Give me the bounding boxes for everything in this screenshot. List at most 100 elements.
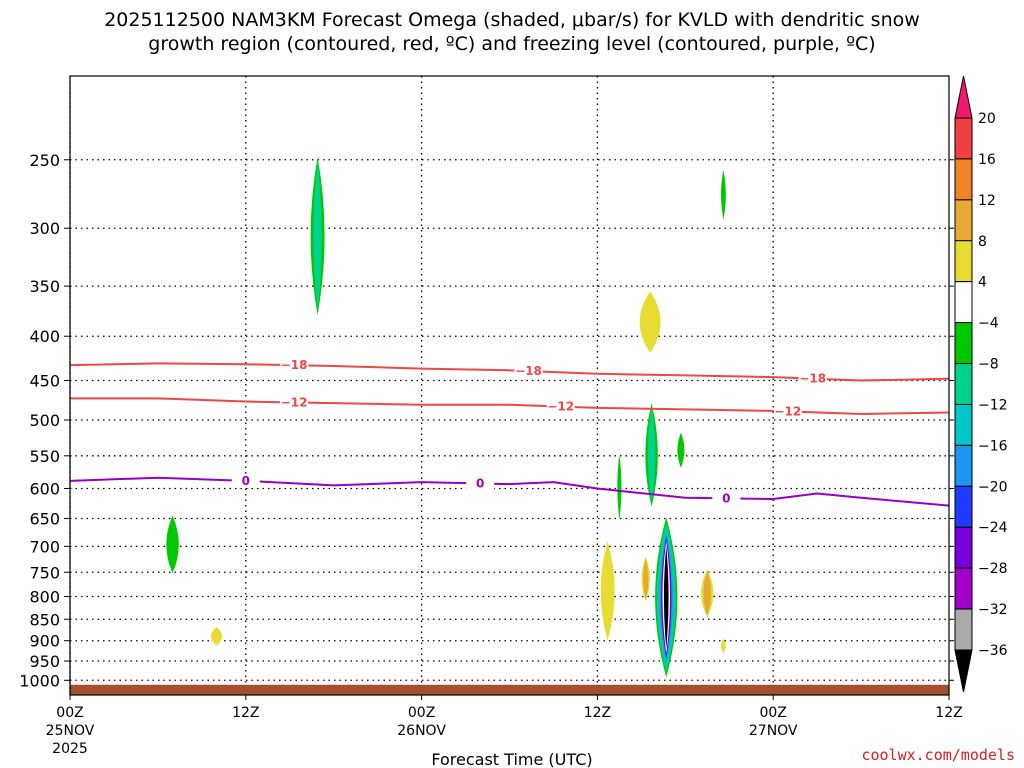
y-tick-label-400: 400 (29, 327, 60, 346)
plot-frame (69, 75, 950, 696)
y-axis-ticks: 250 300 350 400 450 500 550 600 650 700 750 800 850 9… (19, 151, 954, 690)
colorbar-label-0: 20 (978, 111, 996, 127)
x-tick-label-4-0: 00Z (759, 705, 786, 721)
colorbar-segment-12 (954, 608, 973, 651)
omega-low-level-descent-25nov (210, 627, 223, 646)
colorbar-label-6: −8 (978, 357, 999, 373)
y-tick-label-800: 800 (29, 587, 60, 606)
omega-strong-ascent-core (655, 517, 678, 678)
y-tick-label-450: 450 (29, 371, 60, 390)
colorbar-label-4: 4 (978, 275, 987, 291)
contour-label-1-2: −12 (774, 404, 801, 418)
contour-label-bg-0-2 (798, 371, 827, 386)
y-tick-label-900: 900 (29, 632, 60, 651)
colorbar-segment-5 (954, 322, 973, 365)
x-tick-label-3-0: 12Z (584, 705, 611, 721)
omega-shade-upper-level-ascent-27nov-0 (720, 170, 726, 220)
omega-low-level-descent-east (701, 569, 714, 618)
plot-area: −18 −18 −18 −12 −12 −12 0 0 0 (69, 75, 950, 696)
colorbar-segment-10 (954, 526, 973, 569)
omega-shade-mid-level-ascent-small-0 (617, 454, 622, 520)
contour-label-0-2: −18 (799, 372, 826, 386)
contour-label-0-1: −18 (515, 364, 542, 378)
y-tick-label-250: 250 (29, 151, 60, 170)
contour-label-1-1: −12 (547, 400, 574, 414)
contour-label-bg-2-0 (231, 473, 260, 488)
colorbar-label-7: −12 (978, 397, 1008, 413)
colorbar-label-2: 12 (978, 193, 996, 209)
x-tick-label-1-0: 12Z (232, 705, 259, 721)
contour-label-1-0: −12 (281, 395, 308, 409)
y-tick-label-350: 350 (29, 277, 60, 296)
y-tick-label-1000: 1000 (19, 671, 60, 690)
contour-label-0-0: −18 (281, 358, 308, 372)
contour-label-2-0: 0 (242, 474, 250, 488)
omega-shade-mid-level-ascent-26nov-1 (647, 406, 656, 504)
colorbar: 20 16 12 8 4 −4 −8 −12 −16 −20 −24 −28 −32 −36 (954, 75, 1008, 693)
colorbar-label-10: −24 (978, 520, 1008, 536)
chart-title-line2: growth region (contoured, red, ºC) and f… (148, 33, 875, 55)
colorbar-label-1: 16 (978, 152, 996, 168)
omega-low-level-descent-tiny (720, 638, 726, 654)
contour-label-2-1: 0 (476, 476, 484, 490)
colorbar-label-5: −4 (978, 316, 999, 332)
contour-label-bg-1-1 (546, 399, 575, 414)
x-tick-label-2-0: 00Z (408, 705, 435, 721)
ground-0 (70, 684, 949, 695)
omega-upper-level-descent-26nov (639, 291, 661, 353)
omega-mid-level-ascent-26nov (645, 403, 658, 507)
contour-label-2-2: 0 (722, 491, 730, 505)
omega-shade-upper-level-ascent-day1-1 (313, 161, 322, 311)
omega-shade-mid-level-ascent-east-0 (677, 432, 685, 468)
y-tick-label-700: 700 (29, 537, 60, 556)
colorbar-label-13: −36 (978, 643, 1008, 659)
omega-shade-low-level-descent-west-0 (600, 540, 615, 641)
contour-line-2 (69, 476, 950, 507)
y-tick-label-600: 600 (29, 479, 60, 498)
credit-text: coolwx.com/models (861, 746, 1015, 764)
x-tick-label-2-1: 26NOV (397, 723, 446, 739)
omega-shade-low-level-descent-core-west-1 (643, 558, 649, 600)
contour-label-bg-0-1 (514, 364, 543, 379)
omega-shade-low-level-descent-tiny-0 (720, 638, 726, 654)
omega-low-level-descent-core-west (641, 556, 650, 602)
contour-label-bg-0-0 (280, 358, 309, 373)
contour-label-bg-2-2 (712, 491, 741, 506)
contour-label-bg-1-0 (280, 395, 309, 410)
omega-mid-level-ascent-east (677, 432, 685, 468)
colorbar-label-8: −16 (978, 438, 1008, 454)
colorbar-label-11: −28 (978, 561, 1008, 577)
omega-shade-upper-level-descent-26nov-0 (639, 291, 661, 353)
contour-line-1 (70, 397, 950, 415)
omega-shade-strong-ascent-core-6 (663, 546, 669, 649)
chart-title-line1: 2025112500 NAM3KM Forecast Omega (shaded… (104, 9, 920, 31)
x-axis-label: Forecast Time (UTC) (431, 750, 592, 768)
colorbar-segment-4 (954, 281, 973, 324)
colorbar-segment-7 (954, 403, 973, 446)
colorbar-label-3: 8 (978, 234, 987, 250)
omega-mid-level-ascent-small (617, 454, 622, 520)
y-tick-label-300: 300 (29, 219, 60, 238)
colorbar-segment-2 (954, 199, 973, 242)
y-tick-label-750: 750 (29, 563, 60, 582)
y-tick-label-500: 500 (29, 411, 60, 430)
colorbar-segment-1 (954, 158, 973, 201)
colorbar-segment-11 (954, 567, 973, 610)
colorbar-label-12: −32 (978, 602, 1008, 618)
colorbar-segment-9 (954, 485, 973, 528)
colorbar-label-9: −20 (978, 479, 1008, 495)
colorbar-top-triangle (954, 75, 973, 119)
colorbar-segment-8 (954, 444, 973, 487)
x-tick-label-4-1: 27NOV (749, 723, 798, 739)
x-tick-label-0-0: 00Z (56, 705, 83, 721)
omega-shade-low-level-descent-east-1 (703, 571, 712, 616)
colorbar-segment-0 (954, 117, 973, 160)
omega-shade-low-level-ascent-25nov-0 (166, 515, 179, 574)
ground-1 (333, 686, 393, 695)
contour-label-bg-1-2 (773, 404, 802, 419)
contour-label-bg-2-1 (466, 476, 495, 491)
omega-low-level-ascent-25nov (166, 515, 179, 574)
y-tick-label-550: 550 (29, 447, 60, 466)
y-tick-label-950: 950 (29, 652, 60, 671)
